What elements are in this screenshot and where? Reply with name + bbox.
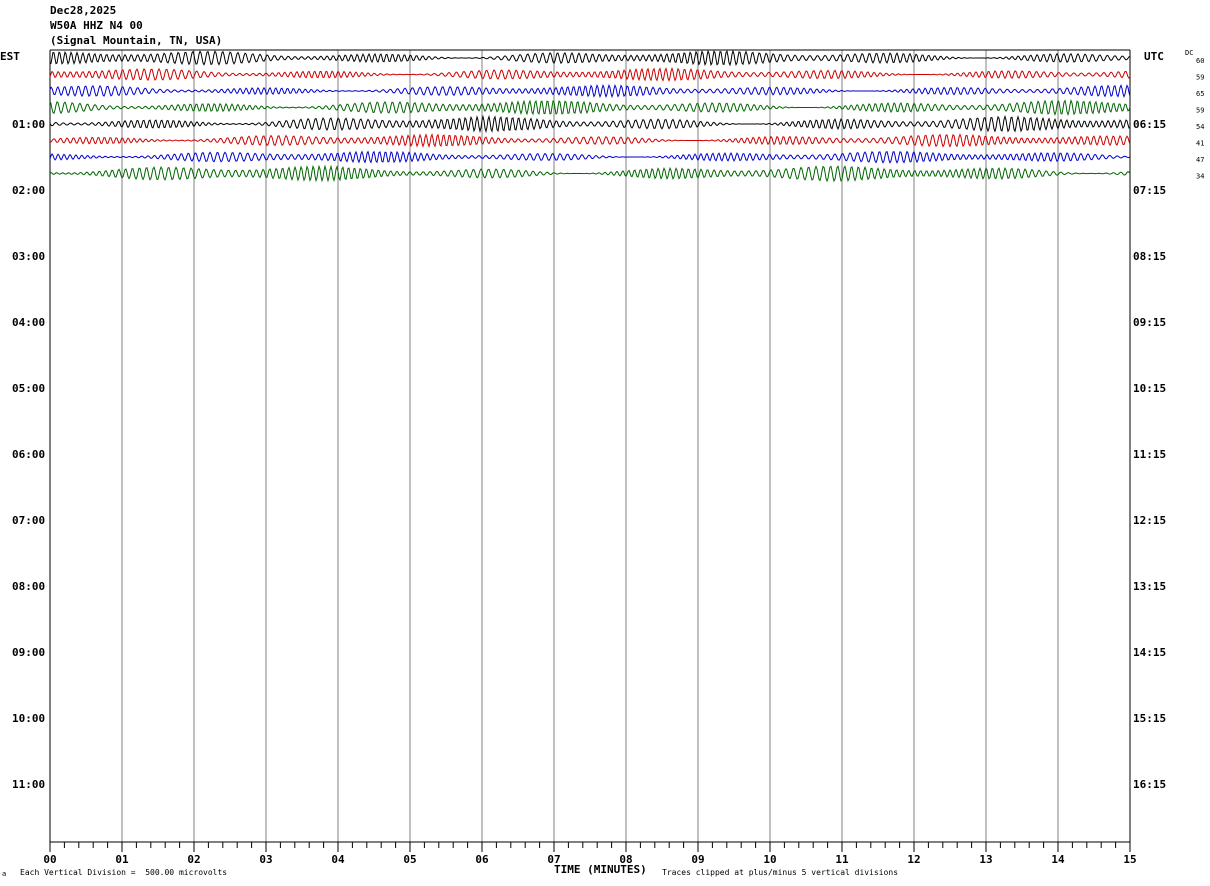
seismic-trace [49, 67, 1131, 83]
x-tick-label: 07 [547, 853, 560, 866]
left-hour-label: 07:00 [12, 514, 45, 527]
x-tick-label: 02 [187, 853, 200, 866]
left-hour-label: 03:00 [12, 250, 45, 263]
right-hour-label: 09:15 [1133, 316, 1166, 329]
x-tick-label: 04 [331, 853, 345, 866]
seismic-trace [49, 150, 1131, 164]
x-tick-label: 10 [763, 853, 776, 866]
seismic-trace [49, 164, 1131, 183]
dc-offset-label: 65 [1196, 90, 1204, 98]
header-date: Dec28,2025 [50, 4, 117, 17]
seismic-trace [50, 133, 1131, 148]
dc-offset-label: 59 [1196, 107, 1204, 115]
left-hour-label: 02:00 [12, 184, 45, 197]
right-hour-label: 16:15 [1133, 778, 1166, 791]
dc-label: DC [1185, 49, 1194, 57]
x-tick-label: 13 [979, 853, 992, 866]
clip-note: Traces clipped at plus/minus 5 vertical … [662, 868, 899, 877]
x-tick-label: 15 [1123, 853, 1136, 866]
right-hour-label: 08:15 [1133, 250, 1166, 263]
corner-mark: a [2, 870, 7, 878]
x-tick-label: 11 [835, 853, 849, 866]
right-hour-label: 11:15 [1133, 448, 1166, 461]
dc-offset-label: 41 [1196, 140, 1204, 148]
x-tick-label: 03 [259, 853, 272, 866]
x-tick-label: 06 [475, 853, 489, 866]
x-tick-label: 12 [907, 853, 920, 866]
x-tick-label: 00 [43, 853, 56, 866]
right-timezone-label: UTC [1144, 50, 1164, 63]
left-hour-label: 11:00 [12, 778, 45, 791]
left-hour-label: 06:00 [12, 448, 45, 461]
dc-offset-label: 34 [1196, 173, 1204, 181]
dc-offset-label: 47 [1196, 156, 1204, 164]
right-hour-label: 13:15 [1133, 580, 1166, 593]
right-hour-label: 15:15 [1133, 712, 1166, 725]
x-tick-label: 08 [619, 853, 632, 866]
left-hour-label: 01:00 [12, 118, 45, 131]
right-hour-label: 14:15 [1133, 646, 1166, 659]
seismic-trace [49, 49, 1131, 67]
seismic-trace [49, 83, 1131, 99]
left-hour-label: 08:00 [12, 580, 45, 593]
dc-offset-label: 54 [1196, 123, 1204, 131]
right-hour-label: 06:15 [1133, 118, 1166, 131]
dc-offset-label: 60 [1196, 57, 1204, 65]
x-axis-label: TIME (MINUTES) [554, 863, 647, 876]
left-hour-label: 04:00 [12, 316, 45, 329]
left-hour-label: 09:00 [12, 646, 45, 659]
x-tick-label: 14 [1051, 853, 1065, 866]
x-tick-label: 09 [691, 853, 704, 866]
scale-note: Each Vertical Division = 500.00 microvol… [20, 868, 228, 877]
right-hour-label: 07:15 [1133, 184, 1166, 197]
dc-offset-label: 59 [1196, 74, 1204, 82]
x-tick-label: 01 [115, 853, 129, 866]
seismic-trace [49, 114, 1131, 134]
right-hour-label: 10:15 [1133, 382, 1166, 395]
header-station: W50A HHZ N4 00 [50, 19, 143, 32]
right-hour-label: 12:15 [1133, 514, 1166, 527]
left-hour-label: 10:00 [12, 712, 45, 725]
seismic-trace [49, 99, 1131, 117]
left-timezone-label: EST [0, 50, 20, 63]
left-hour-label: 05:00 [12, 382, 45, 395]
header-location: (Signal Mountain, TN, USA) [50, 34, 223, 47]
x-tick-label: 05 [403, 853, 416, 866]
